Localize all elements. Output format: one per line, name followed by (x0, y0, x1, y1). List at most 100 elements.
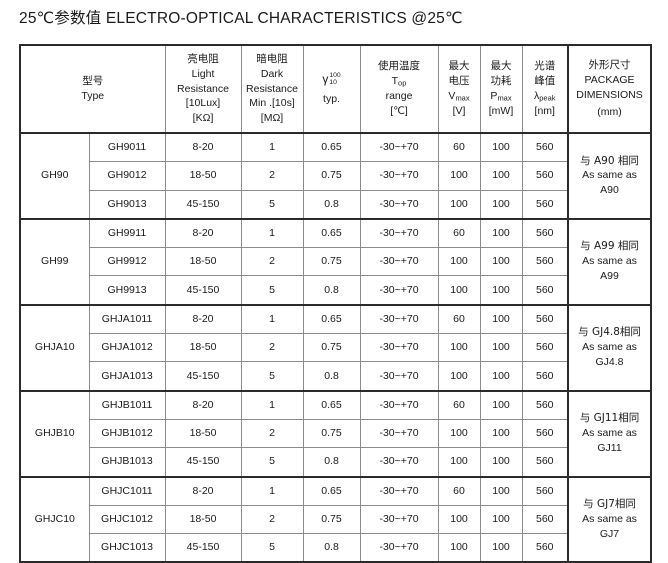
cell-max-power: 100 (479, 475, 523, 506)
cell-gamma: 0.65 (302, 217, 361, 249)
cell-max-voltage: 100 (437, 447, 481, 478)
header-max-power: 最大 功耗 Pmax [mW] (479, 44, 523, 134)
cell-package-dimensions: 与 A90 相同 As same as A90 (567, 132, 652, 220)
cell-max-power: 100 (479, 418, 523, 449)
cell-dark-resistance: 2 (240, 247, 304, 277)
cell-temperature-range: -30~+70 (359, 447, 439, 478)
electro-optical-characteristics-table: 型号 Type 亮电阻 Light Resistance [10Lux] [KΩ… (19, 44, 653, 563)
cell-max-voltage: 100 (437, 161, 481, 191)
cell-max-power: 100 (479, 247, 523, 277)
cell-light-resistance: 45-150 (164, 189, 242, 220)
cell-package-dimensions: 与 GJ11相同 As same as GJ11 (567, 389, 652, 478)
cell-dark-resistance: 1 (240, 475, 304, 506)
cell-gamma: 0.75 (302, 504, 361, 535)
cell-temperature-range: -30~+70 (359, 389, 439, 420)
cell-spectral-peak: 560 (521, 447, 569, 478)
cell-max-voltage: 100 (437, 418, 481, 449)
cell-temperature-range: -30~+70 (359, 217, 439, 249)
cell-max-voltage: 100 (437, 333, 481, 363)
cell-spectral-peak: 560 (521, 418, 569, 449)
cell-max-voltage: 100 (437, 361, 481, 392)
cell-max-voltage: 60 (437, 389, 481, 420)
cell-light-resistance: 8-20 (164, 389, 242, 420)
cell-light-resistance: 8-20 (164, 132, 242, 163)
cell-max-power: 100 (479, 533, 523, 563)
cell-temperature-range: -30~+70 (359, 132, 439, 163)
cell-type: GHJC1011 (88, 475, 166, 506)
header-max-voltage: 最大 电压 Vmax [V] (437, 44, 481, 134)
cell-dark-resistance: 2 (240, 504, 304, 535)
cell-type: GH9012 (88, 161, 166, 191)
cell-gamma: 0.8 (302, 533, 361, 563)
cell-light-resistance: 18-50 (164, 504, 242, 535)
cell-spectral-peak: 560 (521, 275, 569, 306)
cell-light-resistance: 8-20 (164, 217, 242, 249)
cell-spectral-peak: 560 (521, 189, 569, 220)
cell-spectral-peak: 560 (521, 475, 569, 506)
cell-spectral-peak: 560 (521, 303, 569, 335)
cell-max-voltage: 100 (437, 275, 481, 306)
cell-dark-resistance: 5 (240, 275, 304, 306)
cell-max-power: 100 (479, 189, 523, 220)
cell-spectral-peak: 560 (521, 389, 569, 420)
table-row: GHJB10 GHJB1011 8-20 1 0.65 -30~+70 60 100 560 与 … (19, 389, 652, 478)
cell-type: GH9913 (88, 275, 166, 306)
header-light-resistance: 亮电阻 Light Resistance [10Lux] [KΩ] (164, 44, 242, 134)
cell-temperature-range: -30~+70 (359, 275, 439, 306)
cell-max-voltage: 60 (437, 132, 481, 163)
series-cell: GHJB10 (19, 389, 90, 478)
cell-spectral-peak: 560 (521, 533, 569, 563)
cell-spectral-peak: 560 (521, 247, 569, 277)
cell-gamma: 0.75 (302, 333, 361, 363)
cell-light-resistance: 45-150 (164, 447, 242, 478)
cell-gamma: 0.75 (302, 161, 361, 191)
cell-package-dimensions: 与 A99 相同 As same as A99 (567, 217, 652, 306)
cell-type: GHJB1012 (88, 418, 166, 449)
cell-type: GHJA1012 (88, 333, 166, 363)
table-row: GHJA1012 18-50 2 0.75 -30~+70 100 100 560 (20, 333, 651, 363)
cell-temperature-range: -30~+70 (359, 475, 439, 506)
cell-type: GHJC1012 (88, 504, 166, 535)
header-spectral-peak: 光谱 峰值 λpeak [nm] (521, 44, 569, 134)
cell-spectral-peak: 560 (521, 217, 569, 249)
cell-package-dimensions: 与 GJ4.8相同 As same as GJ4.8 (567, 303, 652, 392)
series-cell: GH90 (19, 132, 90, 220)
cell-light-resistance: 45-150 (164, 361, 242, 392)
table-row: GHJC10 GHJC1011 8-20 1 0.65 -30~+70 60 100 560 与 … (19, 475, 652, 563)
table-row: GHJA10 GHJA1011 8-20 1 0.65 -30~+70 60 100 560 与 … (19, 303, 652, 392)
table-header-row: 型号 Type 亮电阻 Light Resistance [10Lux] [KΩ… (19, 44, 652, 134)
cell-gamma: 0.8 (302, 361, 361, 392)
header-operating-temperature: 使用温度 Top range [℃] (359, 44, 439, 134)
cell-light-resistance: 45-150 (164, 533, 242, 563)
cell-dark-resistance: 5 (240, 361, 304, 392)
table-body: GH90 GH9011 8-20 1 0.65 -30~+70 60 100 560 与 A90 … (19, 132, 652, 563)
cell-max-power: 100 (479, 361, 523, 392)
cell-max-power: 100 (479, 504, 523, 535)
cell-dark-resistance: 2 (240, 333, 304, 363)
cell-max-power: 100 (479, 447, 523, 478)
cell-max-voltage: 100 (437, 247, 481, 277)
cell-temperature-range: -30~+70 (359, 504, 439, 535)
cell-max-power: 100 (479, 132, 523, 163)
cell-light-resistance: 8-20 (164, 303, 242, 335)
cell-max-voltage: 100 (437, 504, 481, 535)
cell-type: GHJC1013 (88, 533, 166, 563)
cell-light-resistance: 8-20 (164, 475, 242, 506)
cell-max-voltage: 60 (437, 217, 481, 249)
cell-temperature-range: -30~+70 (359, 418, 439, 449)
cell-type: GHJB1013 (88, 447, 166, 478)
cell-type: GHJA1013 (88, 361, 166, 392)
cell-temperature-range: -30~+70 (359, 189, 439, 220)
cell-gamma: 0.8 (302, 275, 361, 306)
header-dark-resistance: 暗电阻 Dark Resistance Min .[10s] [MΩ] (240, 44, 304, 134)
series-cell: GH99 (19, 217, 90, 306)
cell-gamma: 0.65 (302, 475, 361, 506)
cell-type: GH9911 (88, 217, 166, 249)
cell-light-resistance: 18-50 (164, 418, 242, 449)
cell-gamma: 0.65 (302, 132, 361, 163)
header-gamma: γ 100 10 typ. (302, 44, 361, 134)
cell-temperature-range: -30~+70 (359, 361, 439, 392)
cell-max-voltage: 60 (437, 475, 481, 506)
cell-type: GH9011 (88, 132, 166, 163)
